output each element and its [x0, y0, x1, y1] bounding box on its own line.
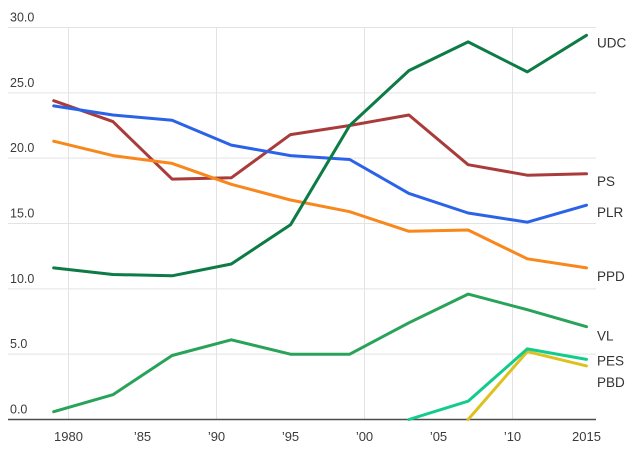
x-tick-label-1980: 1980	[54, 429, 83, 444]
series-line-vl	[52, 292, 588, 414]
series-line-pes	[407, 347, 588, 421]
y-tick-label-30: 30.0	[10, 11, 34, 25]
x-tick-label-2015: 2015	[572, 429, 601, 444]
series-line-ppd	[52, 139, 588, 270]
x-tick-label-1985: ’85	[134, 429, 151, 444]
series-line-plr	[52, 104, 588, 224]
series-line-udc	[52, 33, 588, 278]
series-label-ps: PS	[597, 174, 615, 189]
y-tick-label-25: 25.0	[10, 76, 34, 90]
x-tick-label-2010: ’10	[504, 429, 521, 444]
y-tick-label-20: 20.0	[10, 141, 34, 155]
series-label-udc: UDC	[597, 35, 626, 50]
series-line-ps	[52, 99, 588, 181]
series-label-vl: VL	[597, 329, 614, 344]
x-tick-label-1995: ’95	[282, 429, 299, 444]
series-label-ppd: PPD	[597, 269, 625, 284]
series-label-pbd: PBD	[597, 375, 625, 390]
x-tick-label-1990: ’90	[208, 429, 225, 444]
y-tick-label-15: 15.0	[10, 207, 34, 221]
y-tick-label-0: 0.0	[10, 403, 27, 417]
y-tick-label-5: 5.0	[10, 337, 27, 351]
series-line-pbd	[466, 350, 588, 421]
x-tick-label-2005: ’05	[430, 429, 447, 444]
series-label-plr: PLR	[597, 205, 624, 220]
series-label-pes: PES	[597, 353, 624, 368]
y-tick-label-10: 10.0	[10, 272, 34, 286]
x-tick-label-2000: ’00	[356, 429, 373, 444]
